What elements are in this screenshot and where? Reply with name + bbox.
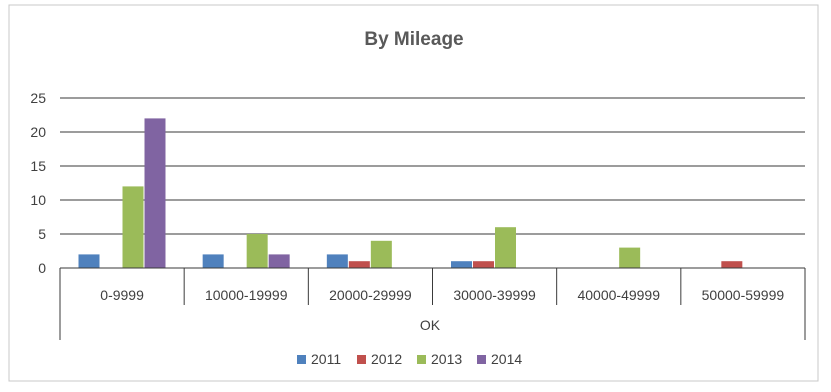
gridlines [60,97,805,235]
legend-label-2014: 2014 [491,351,522,367]
x-tick-label: 30000-39999 [453,287,536,303]
bar-2013-20000-29999 [370,240,392,268]
x-tick-label: 40000-49999 [577,287,660,303]
y-axis-tick-labels: 0 5 10 15 20 25 [30,90,46,276]
x-axis [59,267,806,340]
chart-frame [8,4,819,382]
group-label: OK [420,317,441,333]
bar-2013-0-9999 [122,186,144,268]
legend-label-2013: 2013 [431,351,462,367]
y-tick-label: 25 [30,90,46,106]
y-tick-label: 10 [30,192,46,208]
bar-2013-10000-19999 [246,234,268,268]
bar-2013-30000-39999 [495,227,516,268]
bar-2014-0-9999 [144,118,166,269]
bar-2014-10000-19999 [268,254,290,268]
x-tick-label: 0-9999 [100,287,144,303]
x-tick-label: 20000-29999 [329,287,412,303]
bar-2011-0-9999 [78,254,100,268]
bar-2011-20000-29999 [326,254,348,268]
bars [78,118,743,269]
y-tick-label: 15 [30,158,46,174]
legend-label-2012: 2012 [371,351,402,367]
x-tick-label: 50000-59999 [702,287,785,303]
y-tick-label: 0 [38,260,46,276]
legend-swatch-2011 [297,355,306,364]
chart-title: By Mileage [364,29,463,50]
x-tick-label: 10000-19999 [205,287,288,303]
legend-swatch-2014 [477,355,486,364]
legend: 2011 2012 2013 2014 [297,351,522,367]
bar-2011-30000-39999 [451,261,472,268]
bar-2011-10000-19999 [202,254,224,268]
bar-2012-50000-59999 [721,261,743,268]
bar-2013-40000-49999 [619,247,641,268]
legend-swatch-2013 [417,355,426,364]
bar-2012-20000-29999 [348,261,370,268]
y-tick-label: 20 [30,124,46,140]
x-axis-category-labels: 0-9999 10000-19999 20000-29999 30000-39999 4… [100,287,784,303]
legend-swatch-2012 [357,355,366,364]
bar-2012-30000-39999 [473,261,494,268]
legend-label-2011: 2011 [311,351,341,367]
y-tick-label: 5 [38,226,46,242]
